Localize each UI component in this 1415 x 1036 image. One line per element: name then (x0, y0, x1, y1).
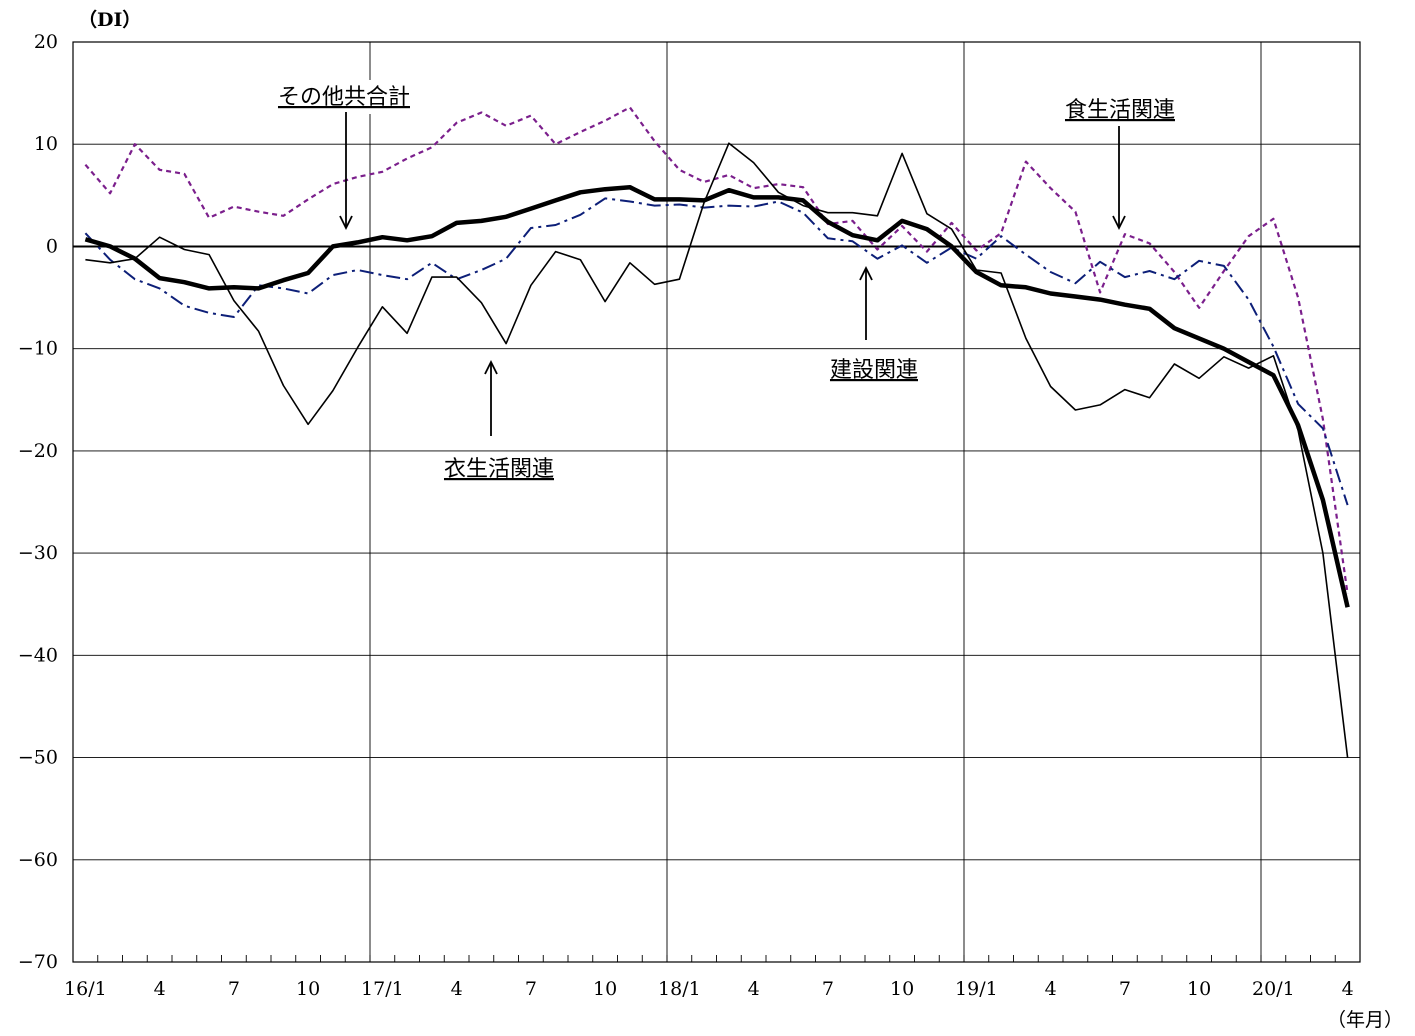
y-tick-label: 10 (34, 133, 58, 155)
annotation-apparel-arrow-head (484, 359, 498, 375)
x-tick-label: 19/1 (955, 978, 998, 1000)
y-tick-label: −50 (18, 747, 58, 769)
x-tick-label: 4 (748, 978, 760, 1000)
x-tick-label: 7 (525, 978, 537, 1000)
plot-frame (72, 41, 1361, 963)
annotation-food-label-bg (1048, 93, 1192, 127)
x-tick-label: 10 (890, 978, 914, 1000)
y-tick-label: 0 (46, 235, 58, 257)
x-tick-label: 4 (1045, 978, 1057, 1000)
x-tick-label: 18/1 (658, 978, 701, 1000)
x-tick-label: 17/1 (361, 978, 404, 1000)
y-tick-label: −70 (18, 951, 58, 973)
x-tick-label: 20/1 (1252, 978, 1295, 1000)
x-tick-label: 4 (451, 978, 463, 1000)
annotation-total-label: その他共合計 (278, 85, 410, 110)
y-tick-label: −10 (18, 338, 58, 360)
series-line-apparel (85, 142, 1349, 758)
x-tick-label: 16/1 (64, 978, 107, 1000)
annotation-construction-label: 建設関連 (830, 358, 918, 383)
x-tick-label: 4 (154, 978, 166, 1000)
annotation-total-arrow-head (339, 215, 353, 231)
annotation-apparel-label-bg (427, 452, 571, 486)
y-tick-label: −60 (18, 849, 58, 871)
x-tick-label: 7 (822, 978, 834, 1000)
annotation-construction-label-bg (814, 353, 934, 387)
x-unit-label: （年月） (1327, 1009, 1403, 1031)
annotation-food-label: 食生活関連 (1065, 98, 1175, 123)
y-unit-label: （DI） (78, 8, 141, 31)
y-tick-label: 20 (34, 31, 58, 53)
series-lines (84, 106, 1350, 758)
x-tick-label: 7 (228, 978, 240, 1000)
annotation-total-label-bg (258, 80, 430, 114)
annotation-construction-arrow-head (859, 265, 873, 281)
series-line-total (84, 184, 1350, 608)
annotation-apparel-label: 衣生活関連 (444, 457, 554, 482)
x-tick-label: 4 (1342, 978, 1354, 1000)
grid (72, 41, 1361, 963)
y-tick-label: −30 (18, 542, 58, 564)
x-tick-label: 10 (1187, 978, 1211, 1000)
x-tick-label: 10 (593, 978, 617, 1000)
y-tick-label: −40 (18, 644, 58, 666)
x-tick-label: 10 (296, 978, 320, 1000)
series-line-construction (84, 197, 1349, 506)
x-tick-label: 7 (1119, 978, 1131, 1000)
y-tick-labels: 20 10 0 −10 −20 −30 −40 −50 −60 −70 (18, 31, 58, 973)
annotation-food-arrow-head (1112, 215, 1126, 231)
y-tick-label: −20 (18, 440, 58, 462)
series-line-food (84, 106, 1349, 595)
x-tick-labels: 16/1 4 7 10 17/1 4 7 10 18/1 4 7 10 19/1 4 7 10 20/1 4 (64, 978, 1354, 1000)
